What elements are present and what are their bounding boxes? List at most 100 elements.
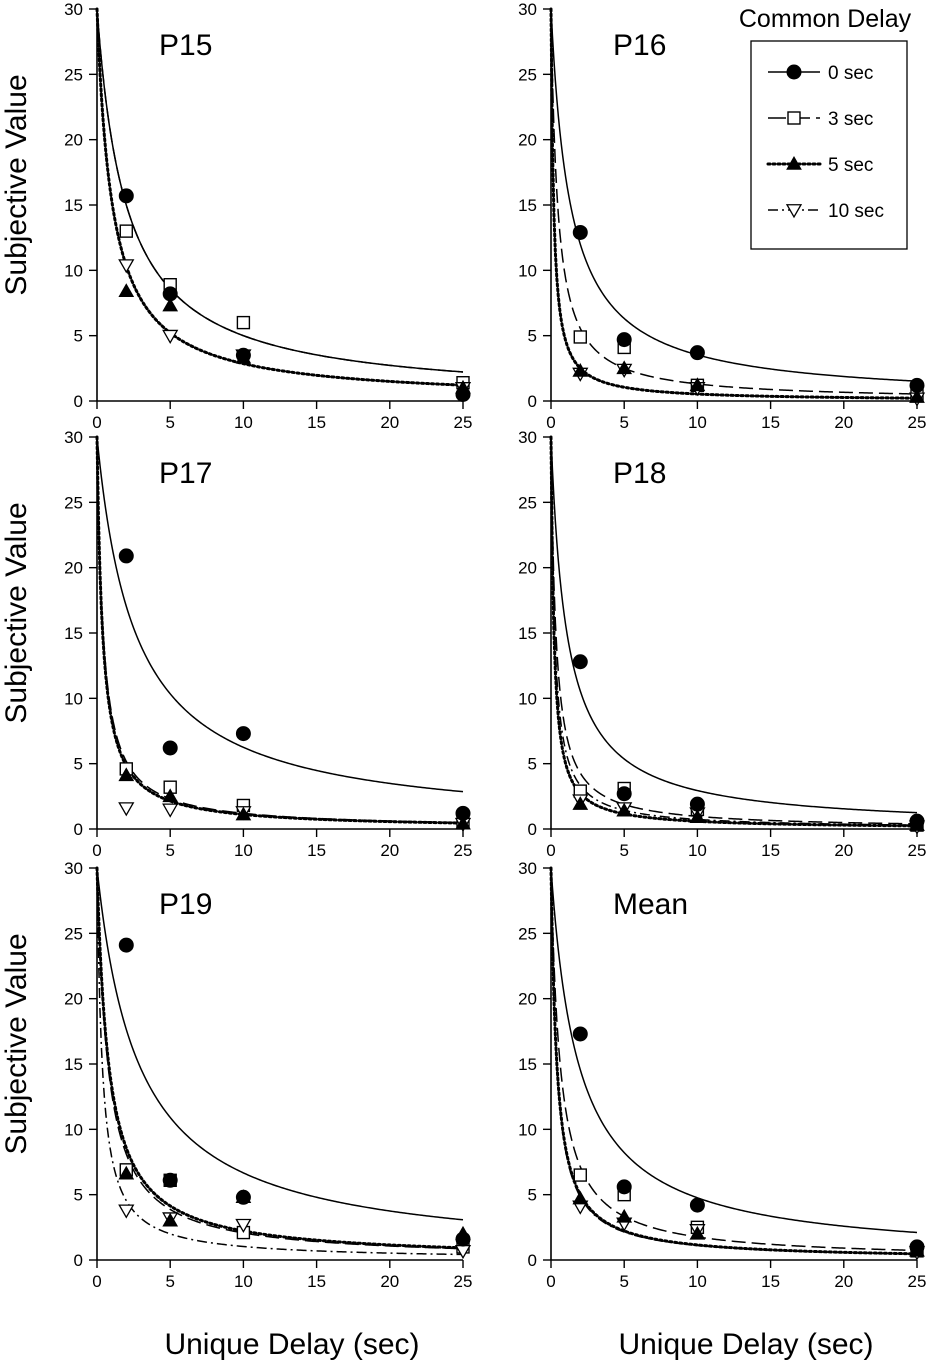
legend-label: 10 sec (828, 201, 884, 222)
y-tick-label: 0 (74, 392, 83, 411)
fit-curve-5-sec (549, 435, 919, 828)
panel-title: P16 (613, 29, 666, 62)
panel-p17: 0 5 10 15 20 25 30 0 5 10 15 20 25 P17 (64, 428, 472, 860)
y-tick-label: 30 (64, 859, 83, 878)
data-point-0-sec (909, 813, 925, 829)
fit-curve-3-sec (96, 8, 464, 373)
y-tick-label: 30 (518, 428, 537, 447)
x-tick-label: 5 (619, 413, 628, 432)
data-point-0-sec (616, 332, 632, 348)
data-point-5-sec (909, 389, 925, 403)
x-tick-label: 5 (619, 1272, 628, 1291)
fit-curve-10-sec (96, 867, 464, 1256)
y-tick-label: 15 (518, 624, 537, 643)
y-tick-label: 5 (528, 1186, 537, 1205)
data-point-5-sec (689, 377, 706, 392)
data-point-5-sec (118, 283, 135, 297)
legend-marker-0-sec (786, 64, 802, 80)
x-tick-label: 5 (165, 1272, 174, 1291)
legend-marker-5-sec (786, 155, 802, 170)
x-tick-label: 25 (908, 413, 927, 432)
data-point-0-sec (909, 377, 925, 393)
y-tick-label: 25 (64, 924, 83, 943)
data-point-3-sec (573, 330, 587, 344)
x-tick-label: 15 (761, 413, 780, 432)
x-tick-label: 0 (546, 413, 555, 432)
x-axis-title: Unique Delay (sec) (164, 1328, 419, 1361)
data-point-0-sec (455, 386, 471, 402)
y-tick-label: 20 (64, 559, 83, 578)
data-point-10-sec (118, 1204, 135, 1219)
data-point-0-sec (455, 1231, 471, 1247)
x-tick-label: 25 (454, 413, 473, 432)
data-point-5-sec (616, 360, 633, 375)
x-tick-label: 5 (165, 413, 174, 432)
panel-title: Mean (613, 888, 688, 921)
fit-curve-10-sec (96, 8, 464, 386)
y-tick-label: 0 (528, 392, 537, 411)
fit-curve-0-sec (550, 867, 918, 1234)
y-axis-title: Subjective Value (0, 502, 33, 723)
data-point-5-sec (235, 806, 252, 821)
data-point-0-sec (909, 1239, 925, 1255)
data-point-5-sec (616, 1208, 633, 1223)
x-tick-label: 25 (454, 1272, 473, 1291)
y-tick-label: 10 (64, 689, 83, 708)
legend-marker-10-sec (785, 204, 803, 219)
data-point-5-sec (118, 1165, 135, 1180)
y-tick-label: 25 (518, 65, 537, 84)
x-tick-label: 25 (908, 841, 927, 860)
y-tick-label: 0 (74, 820, 83, 839)
x-tick-label: 15 (307, 841, 326, 860)
data-point-5-sec (572, 1190, 589, 1205)
legend-label: 3 sec (828, 109, 873, 130)
data-point-0-sec (162, 286, 178, 302)
legend-label: 5 sec (828, 155, 873, 176)
data-point-5-sec (162, 788, 179, 803)
fit-curve-3-sec (550, 867, 918, 1252)
x-tick-label: 5 (619, 841, 628, 860)
fit-curve-0-sec (550, 8, 918, 382)
x-tick-label: 15 (761, 1272, 780, 1291)
data-point-3-sec (573, 1168, 587, 1182)
panel-mean: 0 5 10 15 20 25 30 0 5 10 15 20 25 Mean (518, 859, 926, 1291)
data-point-0-sec (689, 345, 705, 361)
panel-title: P18 (613, 457, 666, 490)
y-axis-title: Subjective Value (0, 74, 33, 295)
y-tick-label: 20 (64, 131, 83, 150)
x-tick-label: 25 (908, 1272, 927, 1291)
fit-curve-3-sec (550, 8, 918, 395)
y-tick-label: 20 (518, 559, 537, 578)
legend-title: Common Delay (739, 5, 912, 33)
data-point-0-sec (455, 805, 471, 821)
data-point-3-sec (236, 315, 251, 330)
y-tick-label: 20 (64, 990, 83, 1009)
data-point-0-sec (162, 1172, 178, 1188)
fit-curve-10-sec (550, 8, 918, 399)
data-point-0-sec (235, 1189, 251, 1205)
y-tick-label: 25 (518, 493, 537, 512)
fit-curve-10-sec (550, 867, 918, 1255)
fit-curve-3-sec (96, 436, 464, 824)
y-tick-label: 15 (64, 196, 83, 215)
data-point-5-sec (572, 362, 589, 377)
data-point-5-sec (455, 815, 471, 830)
data-point-10-sec (118, 259, 135, 274)
fit-curve-3-sec (96, 867, 464, 1250)
x-tick-label: 15 (307, 1272, 326, 1291)
data-point-5-sec (162, 297, 179, 312)
y-tick-label: 15 (518, 196, 537, 215)
x-tick-label: 0 (546, 1272, 555, 1291)
data-point-0-sec (616, 786, 632, 802)
x-tick-label: 20 (380, 841, 399, 860)
data-point-5-sec (689, 1225, 706, 1240)
x-tick-label: 10 (234, 841, 253, 860)
y-tick-label: 5 (74, 1186, 83, 1205)
y-tick-label: 30 (518, 0, 537, 19)
data-point-5-sec (162, 1212, 179, 1227)
y-tick-label: 25 (518, 924, 537, 943)
data-point-5-sec (689, 809, 706, 823)
data-point-0-sec (689, 796, 705, 812)
fit-curve-10-sec (96, 436, 464, 824)
